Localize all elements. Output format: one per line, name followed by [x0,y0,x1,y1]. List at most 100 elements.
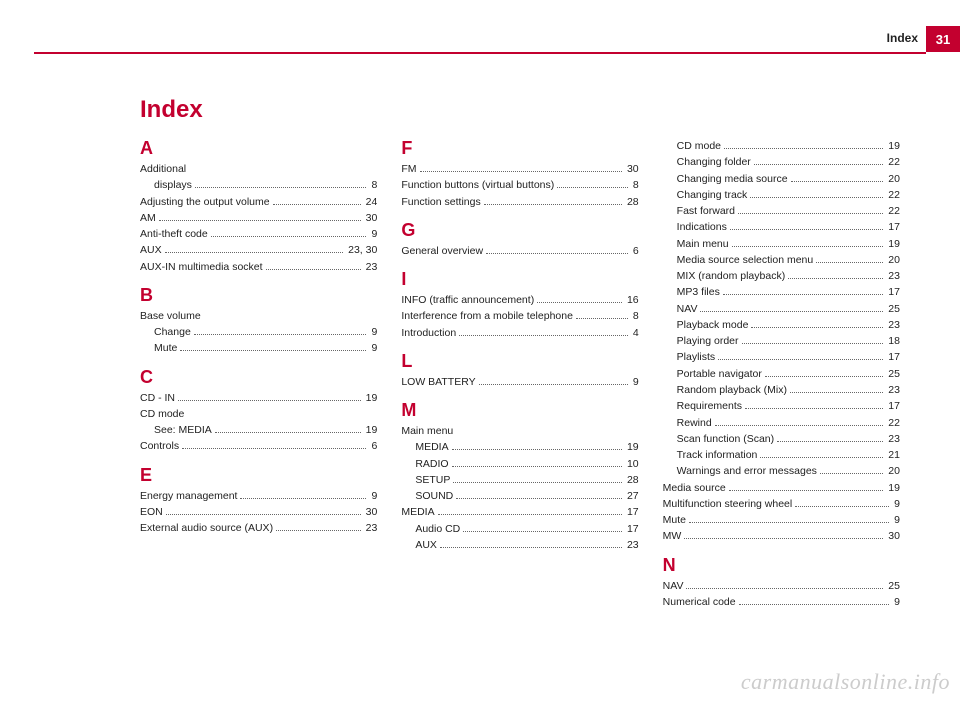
index-subentry: Mute9 [140,340,377,356]
entry-page: 17 [886,349,900,365]
entry-label: Changing folder [677,154,751,170]
entry-label: AUX [415,537,437,553]
entry-leader [438,514,622,515]
index-entry: Main menu [401,423,638,439]
entry-page: 9 [892,512,900,528]
entry-label: CD - IN [140,390,175,406]
entry-leader [557,187,628,188]
entry-label: Rewind [677,415,712,431]
entry-page: 19 [364,422,378,438]
index-columns: AAdditionaldisplays8Adjusting the output… [140,138,900,610]
entry-page: 25 [886,578,900,594]
entry-label: AUX-IN multimedia socket [140,259,263,275]
entry-leader [791,181,884,182]
index-subentry: Changing media source20 [663,171,900,187]
entry-page: 23 [886,268,900,284]
entry-page: 16 [625,292,639,308]
entry-label: Warnings and error messages [677,463,817,479]
page-header: Index 31 [0,26,960,56]
watermark: carmanualsonline.info [741,669,950,695]
entry-page: 23 [886,382,900,398]
entry-leader [750,197,883,198]
index-entry: MW30 [663,528,900,544]
index-subentry: Portable navigator25 [663,366,900,382]
entry-leader [730,229,883,230]
entry-label: Function settings [401,194,480,210]
entry-page: 23 [886,431,900,447]
entry-page: 20 [886,171,900,187]
entry-leader [795,506,889,507]
entry-leader [723,294,883,295]
entry-label: General overview [401,243,483,259]
entry-label: SOUND [415,488,453,504]
entry-leader [742,343,884,344]
entry-label: Audio CD [415,521,460,537]
entry-leader [738,213,883,214]
entry-label: CD mode [140,406,184,422]
entry-page: 22 [886,203,900,219]
entry-leader [440,547,622,548]
entry-leader [453,482,622,483]
index-subentry: Track information21 [663,447,900,463]
index-entry: Interference from a mobile telephone8 [401,308,638,324]
entry-page: 19 [625,439,639,455]
entry-leader [420,171,622,172]
entry-leader [273,204,361,205]
entry-leader [195,187,367,188]
entry-label: Requirements [677,398,742,414]
entry-leader [745,408,883,409]
index-subentry: SOUND27 [401,488,638,504]
entry-page: 8 [631,308,639,324]
entry-page: 22 [886,415,900,431]
index-subentry: Fast forward22 [663,203,900,219]
entry-page: 6 [369,438,377,454]
entry-label: displays [154,177,192,193]
section-letter: L [401,351,638,372]
page-root: Index 31 Index AAdditionaldisplays8Adjus… [0,0,960,701]
entry-page: 8 [369,177,377,193]
entry-leader [211,236,367,237]
header-rule [34,52,926,54]
entry-label: NAV [677,301,698,317]
entry-leader [276,530,361,531]
index-entry: AUX-IN multimedia socket23 [140,259,377,275]
entry-label: Adjusting the output volume [140,194,270,210]
entry-label: Function buttons (virtual buttons) [401,177,554,193]
entry-label: Energy management [140,488,237,504]
entry-page: 9 [631,374,639,390]
entry-leader [700,311,883,312]
entry-leader [820,473,883,474]
entry-leader [452,449,622,450]
section-letter: F [401,138,638,159]
entry-leader [166,514,361,515]
entry-leader [724,148,883,149]
entry-label: Numerical code [663,594,736,610]
entry-label: MEDIA [415,439,448,455]
entry-leader [178,400,361,401]
index-entry: Introduction4 [401,325,638,341]
entry-leader [689,522,889,523]
index-entry: CD - IN19 [140,390,377,406]
entry-leader [180,350,366,351]
index-content: Index AAdditionaldisplays8Adjusting the … [140,96,900,661]
entry-page: 6 [631,243,639,259]
entry-label: CD mode [677,138,721,154]
entry-leader [479,384,628,385]
index-column: FFM30Function buttons (virtual buttons)8… [401,138,638,610]
entry-page: 9 [892,496,900,512]
index-subentry: MIX (random playback) 23 [663,268,900,284]
index-subentry: Requirements17 [663,398,900,414]
entry-label: Mute [154,340,177,356]
entry-leader [816,262,883,263]
entry-label: RADIO [415,456,448,472]
section-letter: I [401,269,638,290]
entry-label: MIX (random playback) [677,268,786,284]
index-entry: Adjusting the output volume24 [140,194,377,210]
index-subentry: MP3 files17 [663,284,900,300]
entry-leader [463,531,622,532]
entry-label: LOW BATTERY [401,374,475,390]
index-entry: Anti-theft code9 [140,226,377,242]
entry-leader [576,318,628,319]
section-letter: B [140,285,377,306]
entry-label: SETUP [415,472,450,488]
